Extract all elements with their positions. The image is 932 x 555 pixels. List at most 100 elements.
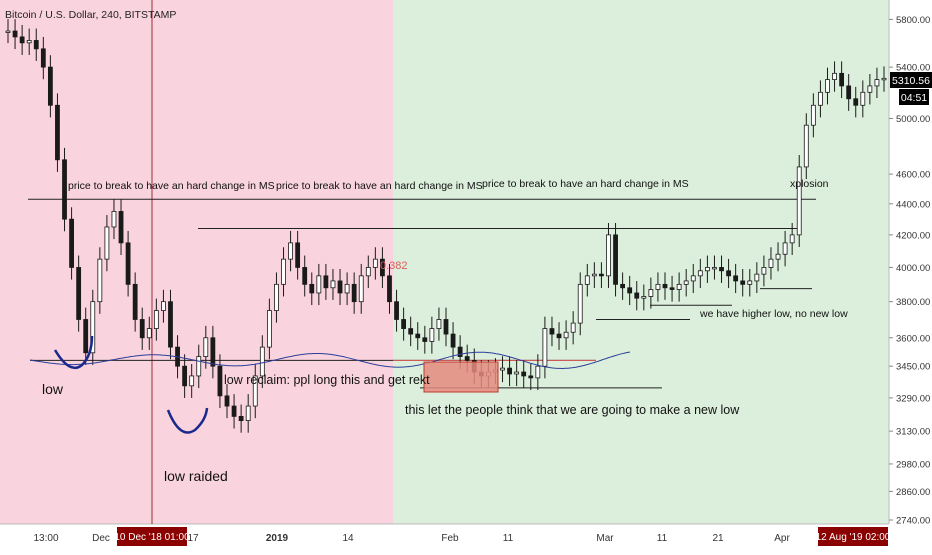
candle-body (387, 275, 392, 303)
price-tick-label: 4200.00 (896, 230, 930, 241)
candle-body (832, 72, 837, 80)
candle-body (457, 346, 463, 357)
time-badge-left: 10 Dec '18 01:00 (114, 532, 190, 543)
fib-text: 0.382 (380, 260, 408, 272)
candle-body (83, 319, 89, 354)
candle-body (401, 319, 407, 329)
time-tick-label: 11 (503, 533, 514, 544)
candle-body (549, 328, 555, 335)
price-tick-label: 4000.00 (896, 263, 930, 274)
candle-body (535, 365, 541, 379)
price-tick-label: 5000.00 (896, 114, 930, 125)
candle-body (125, 242, 131, 285)
low-raided-text: low raided (164, 468, 228, 484)
drawings (29, 335, 631, 434)
candle-body (274, 283, 279, 311)
candle-body (775, 253, 781, 260)
candle-body (726, 270, 731, 277)
candle-body (825, 79, 830, 93)
candle-body (26, 40, 32, 44)
low-reclaim-text: low reclaim: ppl long this and get rekt (224, 373, 430, 387)
candle-body (662, 283, 668, 289)
candle-body (337, 280, 343, 294)
candle-body (563, 331, 569, 339)
price-badge-bg (890, 72, 932, 88)
candle-body (867, 85, 873, 93)
candle-body (76, 267, 82, 320)
low-arc (53, 335, 94, 370)
candle-body (683, 280, 689, 285)
candle-body (740, 280, 746, 285)
bull-zone (393, 0, 889, 524)
candle-body (712, 267, 717, 270)
candle-body (295, 242, 301, 268)
candle-body (860, 91, 866, 106)
ms-text-1: price to break to have an hard change in… (68, 180, 275, 192)
candle-body (570, 322, 576, 333)
time-badge-left-bg (117, 527, 187, 546)
candle-body (853, 98, 859, 106)
candle-body (118, 211, 124, 244)
candle-body (500, 367, 505, 371)
candle-body (584, 275, 590, 285)
symbol-title: Bitcoin / U.S. Dollar, 240, BITSTAMP (5, 9, 176, 21)
candle-body (422, 337, 428, 342)
candle-body (810, 104, 816, 126)
time-badge-right-bg (818, 527, 888, 546)
candle-body (238, 416, 244, 421)
candles (5, 19, 887, 433)
candle-body (839, 72, 845, 87)
candle-body (358, 275, 364, 303)
time-tick-label: Dec (92, 533, 110, 544)
candle-body (47, 66, 53, 106)
candle-body (309, 283, 315, 294)
time-tick-label: 13:00 (33, 533, 58, 544)
price-tick-label: 2860.00 (896, 487, 930, 498)
cycle-wave (29, 351, 631, 370)
candle-body (266, 310, 272, 348)
candle-body (351, 283, 357, 303)
candle-body (330, 280, 336, 289)
candle-body (627, 287, 633, 294)
time-tick-label: Apr (774, 533, 790, 544)
candle-body (189, 375, 195, 387)
higher-low-text: we have higher low, no new low (699, 308, 848, 320)
price-tick-label: 3290.00 (896, 393, 930, 404)
candle-body (443, 319, 449, 335)
xplosion-text: xplosion (790, 178, 829, 190)
price-badge: 5310.56 (892, 75, 930, 87)
candle-body (302, 267, 308, 285)
price-tick-label: 4400.00 (896, 199, 930, 210)
price-tick-label: 2740.00 (896, 516, 930, 527)
candle-body (161, 301, 166, 311)
candle-body (316, 275, 322, 294)
candle-body (690, 275, 696, 282)
candle-body (288, 242, 293, 260)
candle-body (19, 36, 25, 44)
new-low-text: this let the people think that we are go… (405, 403, 740, 417)
candle-body (507, 367, 512, 375)
price-tick-label: 2980.00 (896, 459, 930, 470)
candle-body (676, 283, 682, 290)
candle-body (203, 337, 209, 357)
candle-body (146, 328, 152, 339)
ms-text-2: price to break to have an hard change in… (276, 180, 483, 192)
candle-body (818, 91, 823, 106)
candle-body (719, 267, 724, 272)
candle-body (704, 267, 710, 272)
candle-body (768, 258, 774, 268)
price-tick-label: 3800.00 (896, 297, 930, 308)
candle-body (874, 79, 880, 87)
time-tick-label: 17 (187, 533, 199, 544)
candle-body (210, 337, 216, 367)
candle-body (528, 375, 534, 379)
candle-body (104, 226, 110, 260)
candle-body (252, 375, 258, 407)
candle-body (556, 333, 562, 339)
low-text: low (42, 381, 64, 397)
candle-body (12, 30, 18, 38)
price-tick-label: 5800.00 (896, 15, 930, 26)
candle-body (669, 287, 675, 290)
